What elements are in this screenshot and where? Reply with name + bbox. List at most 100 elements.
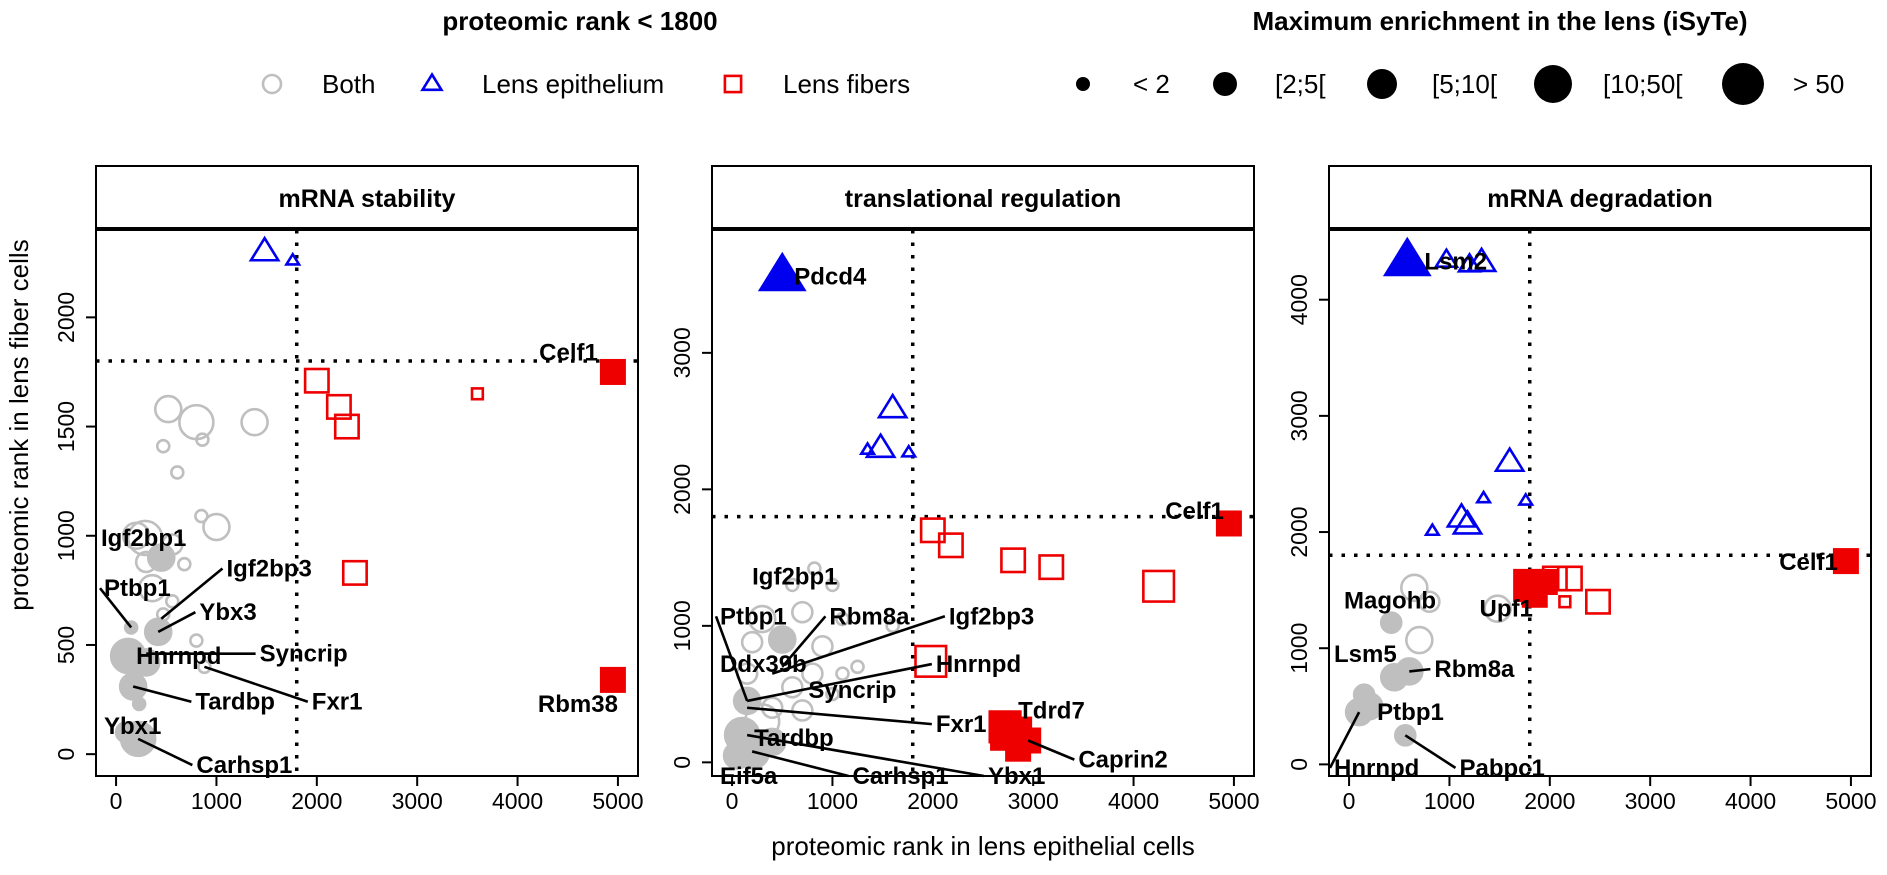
point-label: Rbm8a [1434, 656, 1515, 683]
label-leader-line [1027, 739, 1075, 761]
data-point-epithelium [876, 392, 909, 419]
data-point-epithelium [1433, 247, 1460, 268]
x-tick-label: 0 [726, 788, 739, 814]
data-point-both [137, 573, 167, 603]
legend-marker-square [723, 74, 743, 94]
legend-size-marker [1213, 72, 1237, 96]
point-label: Magohb [1344, 588, 1436, 615]
y-tick-label: 2000 [53, 292, 79, 343]
data-point-both [155, 438, 171, 454]
legend-size-label: [2;5[ [1275, 69, 1326, 99]
data-point-epithelium [1493, 446, 1526, 473]
legend: proteomic rank < 1800 Maximum enrichment… [261, 6, 1844, 105]
threshold-lines [1329, 230, 1871, 776]
data-point-both [197, 659, 212, 675]
x-tick-label: 4000 [1108, 788, 1159, 814]
plot-frame [1328, 229, 1872, 777]
point-label: Igf2bp1 [101, 525, 186, 552]
x-tick-label: 4000 [1725, 788, 1776, 814]
label-leader-line [157, 611, 196, 634]
legend-size-title: Maximum enrichment in the lens (iSyTe) [1252, 6, 1747, 36]
label-leader-line [781, 615, 827, 668]
x-tick-label: 1000 [1424, 788, 1475, 814]
data-point-both [202, 512, 231, 542]
y-tick-label: 0 [53, 748, 79, 761]
data-point-both [780, 675, 804, 699]
point-label: Hnrnpd [1334, 755, 1419, 782]
point-label: Lsm2 [1424, 248, 1487, 275]
point-label: Caprin2 [1078, 747, 1167, 774]
point-label: Syncrip [260, 641, 348, 668]
data-point-both [126, 519, 164, 557]
legend-label: Both [322, 69, 376, 99]
data-point-fibers [1558, 595, 1572, 609]
data-point-both [722, 741, 752, 770]
points [722, 251, 1242, 770]
panel-strip [711, 165, 1255, 229]
panel-title: mRNA degradation [1487, 185, 1712, 213]
data-point-both [195, 432, 210, 447]
points [109, 235, 626, 758]
point-label: Fxr1 [312, 689, 363, 716]
data-point-epithelium [1474, 489, 1493, 504]
y-axis: 0 1000 2000 3000 [669, 327, 712, 769]
x-tick-label: 3000 [1625, 788, 1676, 814]
data-point-epithelium [864, 432, 897, 459]
label-leader-line [1404, 734, 1457, 769]
data-point-epithelium [248, 235, 281, 262]
legend-size-marker [1076, 77, 1090, 91]
legend-items: Both Lens epithelium Lens fibers < 2 [2;5[[5… [261, 63, 1844, 105]
data-point-both [1483, 594, 1512, 624]
threshold-lines [712, 230, 1254, 776]
point-label: Ptbp1 [104, 575, 171, 602]
point-label: Celf1 [1165, 498, 1224, 525]
y-tick-label: 1000 [669, 600, 695, 651]
panel-3: mRNA degradation Lsm2 Celf1 Magohb Upf1 Lsm5 R… [1286, 165, 1877, 814]
y-tick-label: 500 [53, 626, 79, 664]
data-point-fibers [1005, 735, 1032, 762]
data-point-fibers [599, 666, 626, 693]
data-point-fibers [1584, 588, 1611, 615]
y-tick-label: 0 [669, 756, 695, 769]
x-axis: 0 1000 2000 3000 4000 5000 [110, 776, 644, 814]
data-point-both [170, 465, 185, 480]
point-label: Rbm38 [538, 691, 618, 718]
x-tick-label: 1000 [807, 788, 858, 814]
legend-size-marker [1534, 65, 1572, 103]
y-tick-label: 3000 [669, 327, 695, 378]
x-tick-label: 2000 [907, 788, 958, 814]
x-tick-label: 2000 [291, 788, 342, 814]
data-point-both [164, 593, 180, 609]
x-tick-label: 0 [1343, 788, 1356, 814]
legend-marker-circle [261, 73, 283, 95]
point-labels: Lsm2 Celf1 Magohb Upf1 Lsm5 Rbm8a Ptbp1 Hnrnpd P… [1328, 248, 1838, 782]
x-tick-label: 3000 [1008, 788, 1059, 814]
data-point-fibers [1000, 547, 1027, 574]
data-point-epithelium [1451, 508, 1484, 535]
panel-title: translational regulation [845, 185, 1121, 213]
panel-2: translational regulation Pdcd4 Celf1 Igf2bp… [669, 165, 1260, 814]
label-leader-line [771, 615, 946, 675]
data-point-both [825, 686, 840, 702]
data-point-both [131, 696, 147, 712]
point-label: Lsm5 [1334, 641, 1397, 668]
x-tick-label: 2000 [1524, 788, 1575, 814]
point-label: Tdrd7 [1018, 697, 1085, 724]
data-point-both [1400, 573, 1429, 603]
data-point-both [850, 659, 865, 675]
point-label: Rbm8a [829, 603, 910, 630]
panel-strip [1328, 165, 1872, 229]
label-leader-line [746, 662, 933, 703]
data-point-fibers [914, 644, 948, 678]
x-tick-label: 1000 [191, 788, 242, 814]
data-point-fibers [937, 532, 964, 559]
y-tick-label: 1500 [53, 401, 79, 452]
y-axis: 0 500 1000 1500 2000 [53, 292, 96, 761]
data-point-both [177, 556, 192, 572]
point-label: Ptbp1 [1377, 699, 1444, 726]
legend-size-label: [10;50[ [1603, 69, 1683, 99]
legend-size-marker [1722, 63, 1764, 105]
data-point-both [178, 403, 215, 441]
label-leader-line [160, 567, 224, 620]
